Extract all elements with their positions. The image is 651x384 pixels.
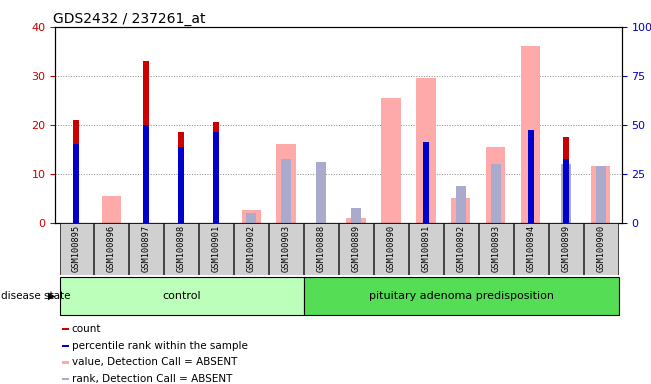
Bar xyxy=(351,208,361,223)
Text: GSM100896: GSM100896 xyxy=(107,225,116,272)
Bar xyxy=(562,159,569,223)
Bar xyxy=(62,344,69,347)
Bar xyxy=(143,61,149,223)
Text: pituitary adenoma predisposition: pituitary adenoma predisposition xyxy=(368,291,554,301)
Bar xyxy=(561,164,571,223)
Bar xyxy=(549,223,583,275)
Bar xyxy=(346,218,366,223)
Bar xyxy=(165,223,198,275)
Bar xyxy=(62,361,69,364)
Text: GSM100902: GSM100902 xyxy=(247,225,256,272)
Bar xyxy=(562,137,569,223)
Bar xyxy=(479,223,512,275)
Bar xyxy=(514,223,547,275)
Bar xyxy=(409,223,443,275)
Bar xyxy=(143,125,149,223)
Text: GSM100900: GSM100900 xyxy=(596,225,605,272)
Text: percentile rank within the sample: percentile rank within the sample xyxy=(72,341,247,351)
Bar xyxy=(130,223,163,275)
Bar xyxy=(281,159,291,223)
Bar xyxy=(416,78,436,223)
Bar xyxy=(303,276,619,315)
Bar xyxy=(316,162,326,223)
Bar xyxy=(339,223,373,275)
Text: GDS2432 / 237261_at: GDS2432 / 237261_at xyxy=(53,12,205,26)
Bar xyxy=(374,223,408,275)
Bar xyxy=(304,223,338,275)
Bar xyxy=(73,120,79,223)
Bar xyxy=(270,223,303,275)
Bar xyxy=(213,132,219,223)
Bar xyxy=(94,223,128,275)
Text: GSM100901: GSM100901 xyxy=(212,225,221,272)
Bar xyxy=(277,144,296,223)
Bar xyxy=(584,223,618,275)
Text: ▶: ▶ xyxy=(48,291,55,301)
Bar xyxy=(234,223,268,275)
Bar xyxy=(102,196,121,223)
Text: GSM100898: GSM100898 xyxy=(176,225,186,272)
Text: GSM100894: GSM100894 xyxy=(526,225,535,272)
Text: GSM100903: GSM100903 xyxy=(282,225,290,272)
Bar xyxy=(491,164,501,223)
Text: GSM100892: GSM100892 xyxy=(456,225,465,272)
Text: count: count xyxy=(72,324,101,334)
Bar xyxy=(486,147,505,223)
Bar xyxy=(521,46,540,223)
Bar xyxy=(451,198,471,223)
Bar xyxy=(528,130,534,223)
Text: value, Detection Call = ABSENT: value, Detection Call = ABSENT xyxy=(72,358,237,367)
Bar xyxy=(444,223,478,275)
Bar xyxy=(178,147,184,223)
Bar xyxy=(199,223,233,275)
Bar xyxy=(213,122,219,223)
Text: GSM100890: GSM100890 xyxy=(387,225,395,272)
Bar xyxy=(596,166,605,223)
Bar xyxy=(246,213,256,223)
Text: GSM100895: GSM100895 xyxy=(72,225,81,272)
Bar xyxy=(59,223,93,275)
Text: GSM100897: GSM100897 xyxy=(142,225,151,272)
Bar xyxy=(456,186,465,223)
Bar xyxy=(62,328,69,330)
Bar xyxy=(59,276,303,315)
Text: GSM100888: GSM100888 xyxy=(316,225,326,272)
Text: GSM100889: GSM100889 xyxy=(352,225,361,272)
Bar xyxy=(62,378,69,381)
Bar xyxy=(381,98,400,223)
Text: GSM100899: GSM100899 xyxy=(561,225,570,272)
Text: disease state: disease state xyxy=(1,291,70,301)
Text: rank, Detection Call = ABSENT: rank, Detection Call = ABSENT xyxy=(72,374,232,384)
Text: GSM100893: GSM100893 xyxy=(492,225,501,272)
Bar xyxy=(178,132,184,223)
Bar xyxy=(73,144,79,223)
Bar xyxy=(422,142,429,223)
Bar xyxy=(242,210,261,223)
Text: control: control xyxy=(162,291,201,301)
Text: GSM100891: GSM100891 xyxy=(421,225,430,272)
Bar xyxy=(591,166,611,223)
